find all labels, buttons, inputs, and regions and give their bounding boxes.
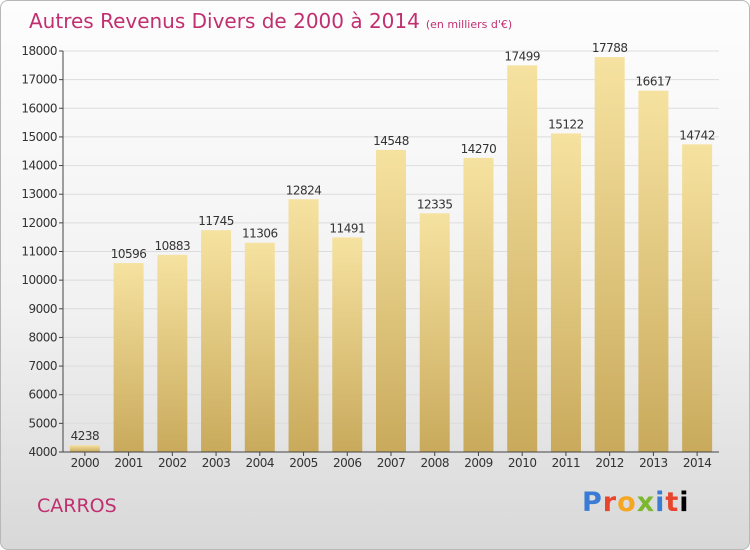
bar-2011 xyxy=(550,133,581,452)
x-tick-label-2006: 2006 xyxy=(333,456,362,470)
x-tick-label-2001: 2001 xyxy=(114,456,143,470)
data-label-2011: 15122 xyxy=(548,117,584,131)
data-label-2009: 14270 xyxy=(461,142,497,156)
bar-2014 xyxy=(682,144,713,453)
data-label-2005: 12824 xyxy=(286,183,322,197)
bar-2002 xyxy=(157,254,188,452)
x-tick-label-2005: 2005 xyxy=(289,456,318,470)
bar-2006 xyxy=(332,237,363,452)
data-label-2012: 17788 xyxy=(592,41,628,55)
y-tick-label: 11000 xyxy=(21,245,57,259)
x-tick-label-2010: 2010 xyxy=(508,456,537,470)
x-tick-label-2003: 2003 xyxy=(202,456,231,470)
x-tick-label-2004: 2004 xyxy=(246,456,275,470)
data-label-2006: 11491 xyxy=(329,221,365,235)
data-label-2010: 17499 xyxy=(504,49,540,63)
data-labels: 4238 10596 10883 11745 11306 12824 11491 14548 1… xyxy=(71,41,716,443)
bar-2003 xyxy=(201,230,232,452)
y-tick-label: 6000 xyxy=(28,388,57,402)
x-tick-label-2008: 2008 xyxy=(420,456,449,470)
data-label-2007: 14548 xyxy=(373,134,409,148)
x-tick-label-2014: 2014 xyxy=(683,456,712,470)
data-label-2002: 10883 xyxy=(154,239,190,253)
y-tick-label: 8000 xyxy=(28,330,57,344)
data-label-2004: 11306 xyxy=(242,227,278,241)
bar-2008 xyxy=(419,213,450,452)
bar-2010 xyxy=(507,65,538,453)
bar-2000 xyxy=(69,445,100,452)
x-tick-label-2013: 2013 xyxy=(639,456,668,470)
bar-2001 xyxy=(113,263,144,452)
data-label-2001: 10596 xyxy=(111,247,147,261)
data-label-2000: 4238 xyxy=(71,429,100,443)
bar-2005 xyxy=(288,199,319,452)
x-tick-label-2009: 2009 xyxy=(464,456,493,470)
chart-title: Autres Revenus Divers de 2000 à 2014 (en … xyxy=(29,9,512,33)
y-tick-label: 13000 xyxy=(21,187,57,201)
y-tick-label: 4000 xyxy=(28,445,57,459)
y-tick-label: 9000 xyxy=(28,302,57,316)
bar-2004 xyxy=(244,242,275,452)
bar-2012 xyxy=(594,57,625,452)
data-label-2003: 11745 xyxy=(198,214,234,228)
bar-2013 xyxy=(638,90,669,452)
data-label-2014: 14742 xyxy=(679,128,715,142)
y-tick-label: 7000 xyxy=(28,359,57,373)
y-tick-label: 15000 xyxy=(21,130,57,144)
x-tick-label-2007: 2007 xyxy=(377,456,406,470)
chart-title-text: Autres Revenus Divers de 2000 à 2014 xyxy=(29,9,420,33)
x-tick-label-2000: 2000 xyxy=(71,456,100,470)
city-name: CARROS xyxy=(37,495,117,517)
proxiti-logo[interactable]: Proxiti xyxy=(582,487,690,518)
y-tick-label: 18000 xyxy=(21,44,57,58)
data-label-2013: 16617 xyxy=(636,75,672,89)
y-tick-label: 16000 xyxy=(21,101,57,115)
y-tick-label: 10000 xyxy=(21,273,57,287)
bars xyxy=(69,57,713,453)
bar-2009 xyxy=(463,157,494,452)
y-tick-label: 17000 xyxy=(21,73,57,87)
chart-unit: (en milliers d'€) xyxy=(425,18,513,31)
bar-2007 xyxy=(376,149,406,453)
y-tick-label: 12000 xyxy=(21,216,57,230)
x-tick-label-2011: 2011 xyxy=(552,456,581,470)
x-tick-label-2012: 2012 xyxy=(595,456,624,470)
x-tick-label-2002: 2002 xyxy=(158,456,187,470)
y-tick-label: 5000 xyxy=(28,416,57,430)
y-axis: 4000 5000 6000 7000 8000 9000 10000 11000 12000 1… xyxy=(21,44,64,459)
x-axis: 2000 2001 2002 2003 2004 2005 2006 2007 2008 2009… xyxy=(63,451,719,470)
y-tick-label: 14000 xyxy=(21,159,57,173)
data-label-2008: 12335 xyxy=(417,197,453,211)
